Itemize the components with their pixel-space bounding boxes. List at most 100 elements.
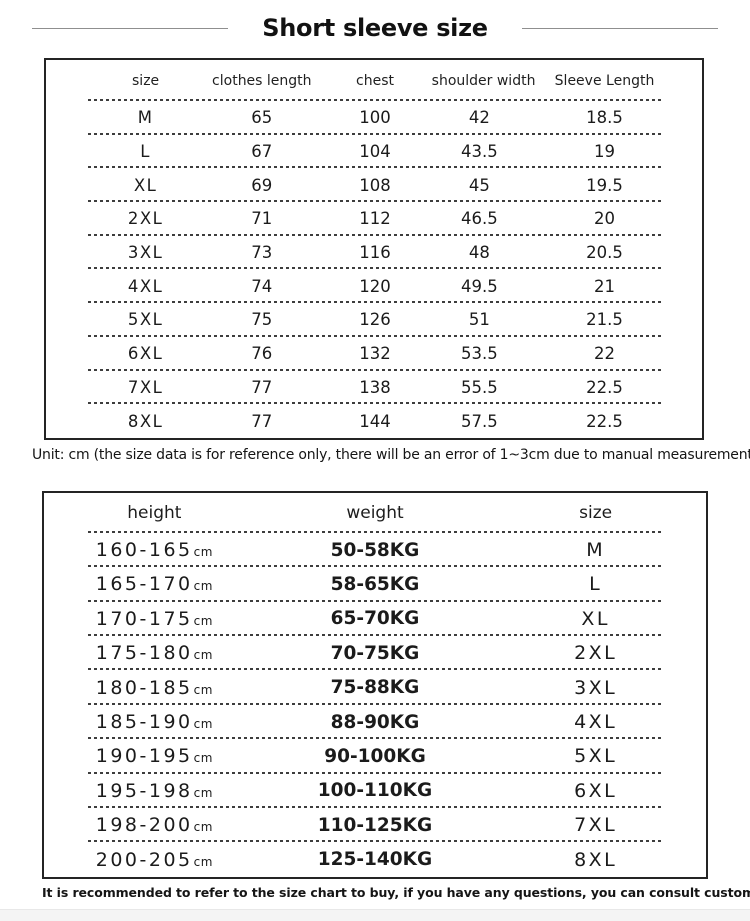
size-label-cell: 6XL xyxy=(127,344,164,364)
sleeve-length-cell: 19 xyxy=(593,142,615,162)
fit-table-header-weight: weight xyxy=(346,502,404,523)
clothes-length-cell: 71 xyxy=(251,209,273,229)
size-label-cell: XL xyxy=(133,175,158,195)
sleeve-length-cell: 20.5 xyxy=(586,243,623,263)
chest-cell: 112 xyxy=(359,209,391,229)
chest-cell: 104 xyxy=(359,142,391,162)
bottom-section-divider xyxy=(0,909,750,921)
shoulder-width-cell: 42 xyxy=(468,108,490,128)
size-label-cell: 4XL xyxy=(127,276,164,296)
weight-range-cell: 110-125KG xyxy=(317,814,433,836)
sleeve-length-cell: 21 xyxy=(593,276,615,296)
height-range-value: 200-205 xyxy=(95,848,193,871)
height-range-value: 170-175 xyxy=(95,607,193,630)
sleeve-length-cell: 22 xyxy=(593,344,615,364)
chest-cell: 126 xyxy=(359,310,391,330)
clothes-length-cell: 75 xyxy=(251,310,273,330)
sleeve-length-cell: 21.5 xyxy=(586,310,623,330)
weight-range-cell: 65-70KG xyxy=(330,608,420,630)
height-range-value: 175-180 xyxy=(95,642,193,665)
recommended-size-cell: M xyxy=(586,539,606,562)
sleeve-length-cell: 22.5 xyxy=(586,377,623,397)
weight-range-cell: 50-58KG xyxy=(330,539,420,561)
recommended-size-cell: XL xyxy=(581,607,610,630)
size-table-header-size: size xyxy=(132,72,160,89)
height-range-value: 190-195 xyxy=(95,745,193,768)
recommended-size-cell: 2XL xyxy=(574,642,618,665)
height-weight-fit-table: height weight size 160-165cm 50-58KG M 1… xyxy=(42,490,708,879)
height-unit-label: cm xyxy=(193,613,213,628)
chest-cell: 120 xyxy=(359,276,391,296)
shoulder-width-cell: 46.5 xyxy=(460,209,498,229)
size-table-row: L 67 104 43.5 19 xyxy=(46,135,702,169)
fit-table-row: 195-198cm 100-110KG 6XL xyxy=(44,774,706,809)
clothes-length-cell: 77 xyxy=(251,411,273,431)
size-table-header-row: size clothes length chest shoulder width… xyxy=(46,60,702,101)
shoulder-width-cell: 57.5 xyxy=(460,411,498,431)
height-unit-label: cm xyxy=(193,820,213,835)
fit-table-header-row: height weight size xyxy=(44,493,706,533)
weight-range-cell: 90-100KG xyxy=(324,745,426,767)
height-unit-label: cm xyxy=(193,854,213,869)
height-range-value: 180-185 xyxy=(95,676,193,699)
size-table-row: 2XL 71 112 46.5 20 xyxy=(46,202,702,236)
clothes-length-cell: 77 xyxy=(251,377,273,397)
size-table-row: 7XL 77 138 55.5 22.5 xyxy=(46,371,702,405)
clothes-length-cell: 76 xyxy=(251,344,273,364)
size-table-row: XL 69 108 45 19.5 xyxy=(46,168,702,202)
page-title: Short sleeve size xyxy=(262,14,488,42)
height-range-cell: 185-190cm xyxy=(44,711,265,733)
height-range-cell: 195-198cm xyxy=(44,780,265,802)
recommended-size-cell: 3XL xyxy=(574,676,618,699)
weight-range-cell: 70-75KG xyxy=(330,642,420,664)
height-range-cell: 175-180cm xyxy=(44,642,265,664)
weight-range-cell: 75-88KG xyxy=(330,677,420,699)
height-range-cell: 190-195cm xyxy=(44,745,265,767)
size-table-row: 6XL 76 132 53.5 22 xyxy=(46,337,702,371)
size-label-cell: 3XL xyxy=(127,243,164,263)
recommended-size-cell: 7XL xyxy=(574,814,618,837)
size-label-cell: 8XL xyxy=(127,411,164,431)
size-label-cell: M xyxy=(137,108,154,128)
size-table-row: 8XL 77 144 57.5 22.5 xyxy=(46,404,702,438)
fit-table-row: 165-170cm 58-65KG L xyxy=(44,567,706,603)
weight-range-cell: 58-65KG xyxy=(330,573,420,595)
height-unit-label: cm xyxy=(193,717,213,732)
recommended-size-cell: 5XL xyxy=(574,745,618,768)
fit-table-row: 170-175cm 65-70KG XL xyxy=(44,602,706,637)
fit-table-header-height: height xyxy=(127,502,182,523)
size-measurement-table: size clothes length chest shoulder width… xyxy=(44,58,704,440)
shoulder-width-cell: 55.5 xyxy=(460,377,498,397)
height-range-cell: 200-205cm xyxy=(44,849,265,871)
fit-table-row: 175-180cm 70-75KG 2XL xyxy=(44,636,706,671)
chest-cell: 138 xyxy=(359,377,391,397)
clothes-length-cell: 74 xyxy=(251,276,273,296)
height-range-value: 198-200 xyxy=(95,814,193,837)
fit-table-row: 190-195cm 90-100KG 5XL xyxy=(44,739,706,775)
chest-cell: 132 xyxy=(359,344,391,364)
size-label-cell: 7XL xyxy=(127,377,164,397)
sleeve-length-cell: 19.5 xyxy=(586,175,623,195)
height-range-cell: 165-170cm xyxy=(44,573,265,595)
size-table-row: 3XL 73 116 48 20.5 xyxy=(46,236,702,270)
shoulder-width-cell: 51 xyxy=(468,310,490,330)
recommended-size-cell: 8XL xyxy=(574,848,618,871)
height-unit-label: cm xyxy=(193,785,213,800)
shoulder-width-cell: 43.5 xyxy=(460,142,498,162)
size-label-cell: 5XL xyxy=(127,310,164,330)
recommended-size-cell: L xyxy=(589,573,603,596)
weight-range-cell: 100-110KG xyxy=(317,780,433,802)
height-unit-label: cm xyxy=(193,682,213,697)
height-unit-label: cm xyxy=(193,579,213,594)
size-table-header-shoulder-width: shoulder width xyxy=(431,72,536,89)
chest-cell: 144 xyxy=(359,411,391,431)
size-table-row: 5XL 75 126 51 21.5 xyxy=(46,303,702,337)
recommended-size-cell: 6XL xyxy=(574,779,618,802)
shoulder-width-cell: 53.5 xyxy=(460,344,498,364)
height-range-cell: 180-185cm xyxy=(44,677,265,699)
shoulder-width-cell: 45 xyxy=(468,175,490,195)
fit-table-row: 160-165cm 50-58KG M xyxy=(44,533,706,568)
weight-range-cell: 125-140KG xyxy=(317,849,433,871)
fit-table-header-size: size xyxy=(579,502,613,523)
height-unit-label: cm xyxy=(193,648,213,663)
